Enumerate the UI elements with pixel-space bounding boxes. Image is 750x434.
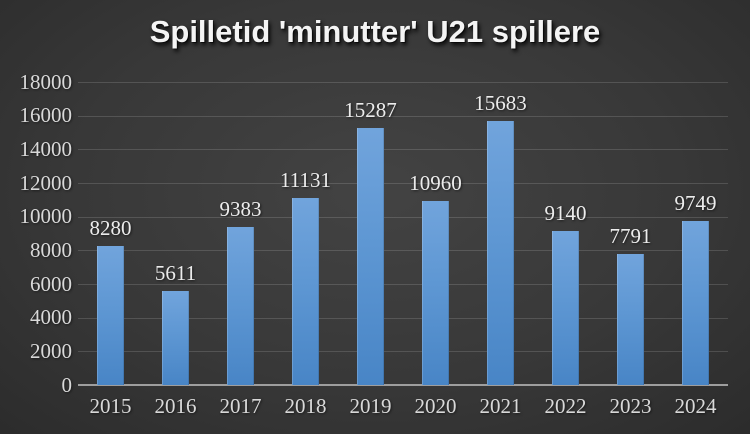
bar-2020	[422, 200, 449, 385]
y-tick-label: 8000	[30, 237, 72, 262]
bar-value-label: 10960	[409, 170, 462, 195]
y-tick-label: 10000	[19, 204, 73, 229]
bar-2022	[552, 231, 579, 385]
bar-value-label: 15683	[474, 91, 527, 116]
x-tick-label: 2018	[284, 394, 327, 418]
x-tick-label: 2017	[219, 394, 262, 418]
gridline	[78, 216, 728, 218]
y-tick-label: 2000	[30, 338, 72, 363]
gridline	[78, 351, 728, 353]
x-tick-label: 2020	[414, 394, 457, 418]
bar-2017	[227, 227, 254, 385]
bar-2018	[292, 197, 319, 385]
bar-value-label: 15287	[344, 97, 397, 122]
y-tick-label: 6000	[30, 271, 72, 296]
gridline	[78, 115, 728, 117]
bar-2019	[357, 127, 384, 385]
x-axis-line	[78, 384, 728, 386]
y-tick-label: 4000	[30, 305, 72, 330]
bar-2015	[97, 245, 124, 385]
gridline	[78, 317, 728, 319]
gridline	[78, 183, 728, 184]
bar-value-label: 8280	[89, 215, 132, 240]
gridline	[78, 250, 728, 252]
x-tick-label: 2023	[609, 394, 652, 418]
x-tick-label: 2019	[349, 394, 392, 418]
bar-value-label: 9140	[544, 201, 587, 226]
x-tick-label: 2016	[154, 394, 197, 418]
plot-area: 8280 5611 9383 11131 15287 10960 15683 9140 7791…	[78, 82, 728, 386]
chart-title: Spilletid 'minutter' U21 spillere	[149, 14, 601, 49]
bar-value-label: 9749	[674, 190, 717, 215]
x-tick-label: 2021	[479, 394, 522, 418]
y-tick-label: 14000	[19, 136, 73, 161]
x-tick-label: 2022	[544, 394, 587, 418]
gridline	[78, 149, 728, 151]
y-tick-label: 12000	[19, 170, 73, 195]
x-tick-label: 2015	[89, 394, 132, 418]
bar-value-label: 7791	[609, 223, 652, 248]
bar-2024	[682, 220, 709, 385]
bar-value-label: 5611	[154, 260, 197, 285]
bar-value-label: 9383	[219, 197, 262, 222]
y-tick-label: 16000	[19, 103, 73, 128]
y-tick-label: 0	[61, 372, 73, 397]
bar-2021	[487, 121, 514, 385]
x-tick-label: 2024	[674, 394, 717, 418]
y-tick-label: 18000	[19, 69, 73, 94]
bar-2023	[617, 253, 644, 385]
bar-2016	[162, 290, 189, 385]
gridline	[78, 284, 728, 285]
bar-value-label: 11131	[280, 167, 331, 192]
gridline	[78, 82, 728, 83]
